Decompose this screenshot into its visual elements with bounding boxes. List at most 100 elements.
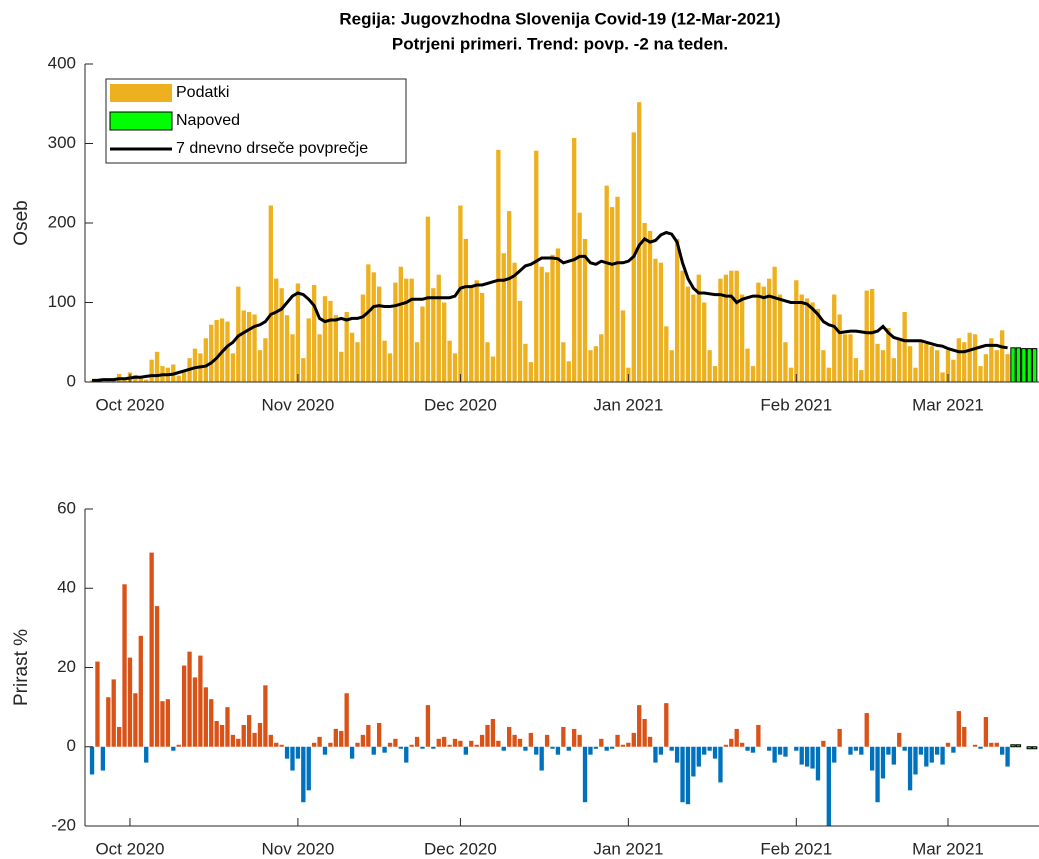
bar bbox=[544, 734, 550, 747]
bar bbox=[1031, 746, 1038, 750]
bar bbox=[739, 294, 745, 382]
bar bbox=[799, 746, 804, 765]
bar bbox=[344, 312, 349, 382]
bar bbox=[555, 248, 561, 382]
bar bbox=[187, 651, 192, 747]
bar bbox=[192, 348, 198, 382]
bar bbox=[333, 315, 338, 382]
bar bbox=[409, 278, 414, 382]
bar bbox=[577, 212, 582, 382]
bar bbox=[425, 216, 431, 382]
bar bbox=[696, 746, 701, 767]
bar bbox=[599, 738, 604, 747]
bar bbox=[517, 738, 523, 747]
bar bbox=[366, 264, 371, 382]
bar bbox=[517, 300, 523, 382]
bar bbox=[924, 746, 929, 767]
bar bbox=[452, 353, 458, 382]
bar bbox=[387, 742, 393, 747]
bar bbox=[620, 744, 626, 747]
bar bbox=[1026, 746, 1032, 750]
bar bbox=[702, 746, 707, 755]
bar bbox=[924, 343, 929, 382]
bar bbox=[225, 321, 230, 382]
bar bbox=[897, 732, 902, 747]
bar bbox=[929, 346, 934, 382]
x-tick-label: Jan 2021 bbox=[593, 395, 663, 414]
bar bbox=[647, 230, 653, 382]
bar bbox=[804, 746, 810, 767]
bar bbox=[572, 728, 577, 747]
bar bbox=[577, 734, 582, 747]
bar bbox=[956, 711, 961, 747]
legend-swatch bbox=[109, 111, 173, 131]
bar bbox=[349, 746, 355, 759]
bar bbox=[214, 319, 219, 382]
bar bbox=[788, 367, 794, 382]
bar bbox=[339, 351, 344, 382]
bar bbox=[539, 746, 544, 771]
bar bbox=[723, 274, 729, 382]
x-tick-label: Oct 2020 bbox=[95, 839, 164, 858]
bar bbox=[398, 266, 403, 382]
bar bbox=[837, 314, 842, 382]
bar bbox=[902, 746, 907, 751]
bar bbox=[951, 359, 956, 382]
y-tick-label: 60 bbox=[57, 498, 76, 517]
x-tick-label: Oct 2020 bbox=[95, 395, 164, 414]
bar bbox=[983, 354, 989, 382]
bar bbox=[176, 375, 181, 382]
bar bbox=[907, 746, 913, 791]
bar bbox=[95, 661, 100, 747]
bar bbox=[967, 332, 972, 382]
bar bbox=[1031, 348, 1038, 383]
bar bbox=[301, 746, 306, 803]
bar bbox=[404, 278, 409, 382]
bar bbox=[203, 338, 208, 382]
bar bbox=[647, 736, 653, 747]
bar bbox=[832, 746, 837, 763]
bar bbox=[274, 742, 279, 747]
bar bbox=[431, 288, 436, 382]
bar bbox=[349, 332, 355, 382]
bar bbox=[550, 254, 555, 382]
bar bbox=[442, 736, 447, 747]
bar bbox=[972, 334, 978, 382]
bar bbox=[772, 746, 777, 763]
bar bbox=[609, 746, 615, 749]
bar bbox=[176, 744, 181, 747]
bar bbox=[707, 746, 712, 751]
bar bbox=[214, 720, 219, 747]
bar bbox=[355, 342, 360, 382]
bar bbox=[404, 746, 409, 763]
bar bbox=[729, 270, 734, 382]
bar bbox=[382, 340, 387, 382]
bar bbox=[181, 665, 187, 747]
bar bbox=[414, 342, 420, 382]
bar bbox=[680, 746, 685, 803]
y-axis-label: Prirast % bbox=[11, 629, 32, 706]
x-tick-label: Dec 2020 bbox=[424, 395, 497, 414]
bar bbox=[620, 310, 626, 382]
bar bbox=[474, 280, 479, 382]
bar bbox=[859, 746, 864, 755]
bar bbox=[945, 742, 951, 747]
bar bbox=[999, 746, 1005, 755]
bar bbox=[458, 740, 463, 747]
bar bbox=[826, 746, 831, 826]
bar bbox=[463, 746, 469, 755]
bar bbox=[718, 746, 723, 783]
bar bbox=[317, 736, 322, 747]
bar bbox=[328, 742, 333, 747]
y-tick-label: 200 bbox=[48, 212, 76, 231]
trend-line bbox=[92, 230, 1008, 382]
bar bbox=[144, 379, 149, 382]
x-tick-label: Feb 2021 bbox=[760, 839, 832, 858]
bar bbox=[615, 196, 620, 382]
bar bbox=[301, 358, 306, 382]
bar bbox=[983, 717, 989, 747]
bar bbox=[593, 746, 599, 749]
bar bbox=[853, 746, 859, 751]
bar bbox=[414, 736, 420, 747]
